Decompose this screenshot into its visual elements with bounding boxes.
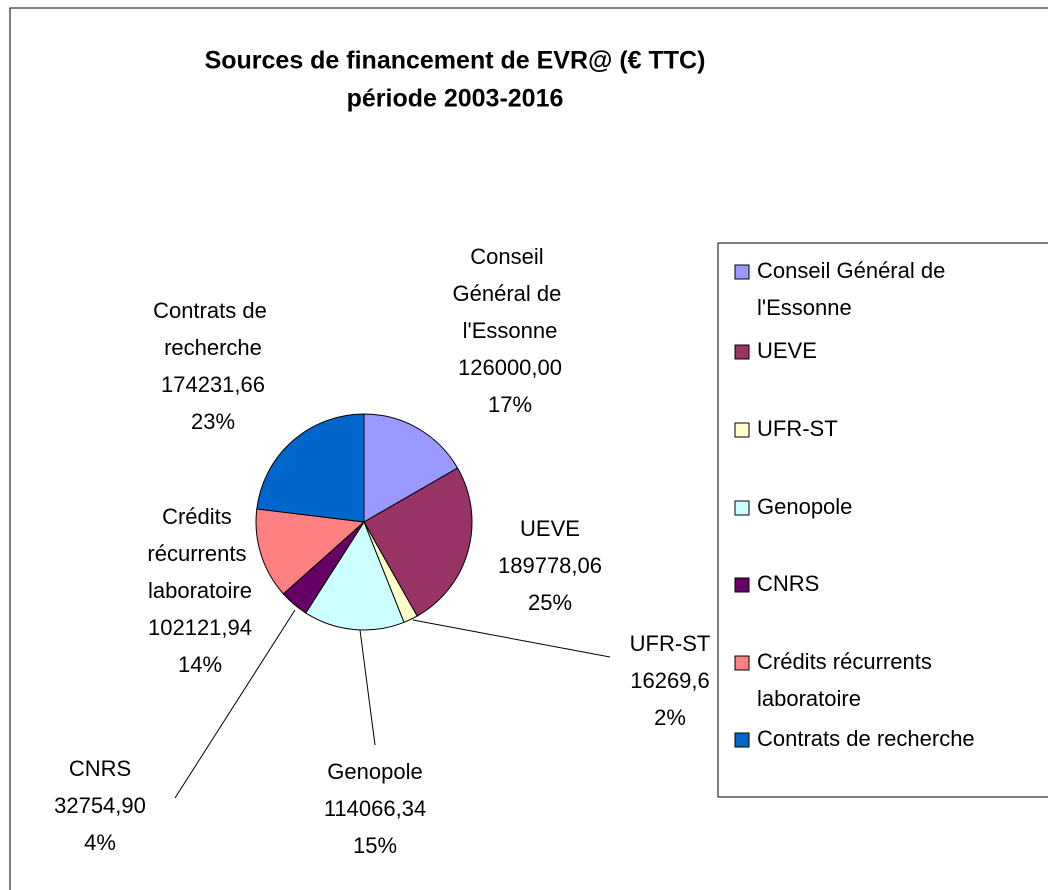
pie-slice [305,520,405,631]
data-label-value: 16269,6 [630,668,710,693]
data-label-percent: 25% [528,590,572,615]
legend-label: UEVE [757,338,817,363]
legend-label: Contrats de recherche [757,726,975,751]
legend-swatch [734,422,750,438]
legend-label: UFR-ST [757,416,838,441]
data-label-category: Genopole [327,759,422,784]
leader-line [174,609,296,799]
data-label-category: UFR-ST [630,631,711,656]
pie-slice [363,413,459,523]
chart-subtitle: période 2003-2016 [347,85,564,113]
leader-line [412,619,611,658]
data-label-percent: 14% [178,652,222,677]
data-label-category: Contrats de recherche [153,298,273,360]
legend: Conseil Général de l'Essonne UEVE UFR-ST Ge… [717,242,1048,798]
data-label-percent: 23% [191,409,235,434]
legend-swatch [734,577,750,593]
pie-slice [363,467,473,617]
data-label-category: Conseil Général de l'Essonne [453,244,568,343]
data-label-percent: 2% [654,705,686,730]
data-label-percent: 4% [84,830,116,855]
legend-swatch [734,264,750,280]
data-label-value: 114066,34 [324,796,426,821]
legend-label: Crédits récurrents laboratoire [757,649,938,711]
legend-label: Conseil Général de l'Essonne [757,258,951,320]
data-label-percent: 15% [353,833,397,858]
data-label-value: 126000,00 [458,355,562,380]
legend-swatch [734,655,750,671]
legend-swatch [734,344,750,360]
legend-swatch [734,500,750,516]
data-label-category: UEVE [520,516,580,541]
data-label-value: 174231,66 [161,372,265,397]
data-label-value: 189778,06 [498,553,602,578]
legend-swatch [734,732,750,748]
chart-title: Sources de financement de EVR@ (€ TTC) [205,47,706,75]
legend-label: CNRS [757,571,819,596]
legend-box [717,242,1048,798]
data-label-category: CNRS [69,756,131,781]
pie-slice [255,508,366,595]
pie-slice [256,413,365,523]
data-label-value: 102121,94 [148,615,252,640]
data-label-value: 32754,90 [54,793,146,818]
data-label-percent: 17% [488,392,532,417]
legend-label: Genopole [757,494,852,519]
data-label-category: Crédits récurrents laboratoire [147,504,252,603]
leader-line [359,629,376,746]
